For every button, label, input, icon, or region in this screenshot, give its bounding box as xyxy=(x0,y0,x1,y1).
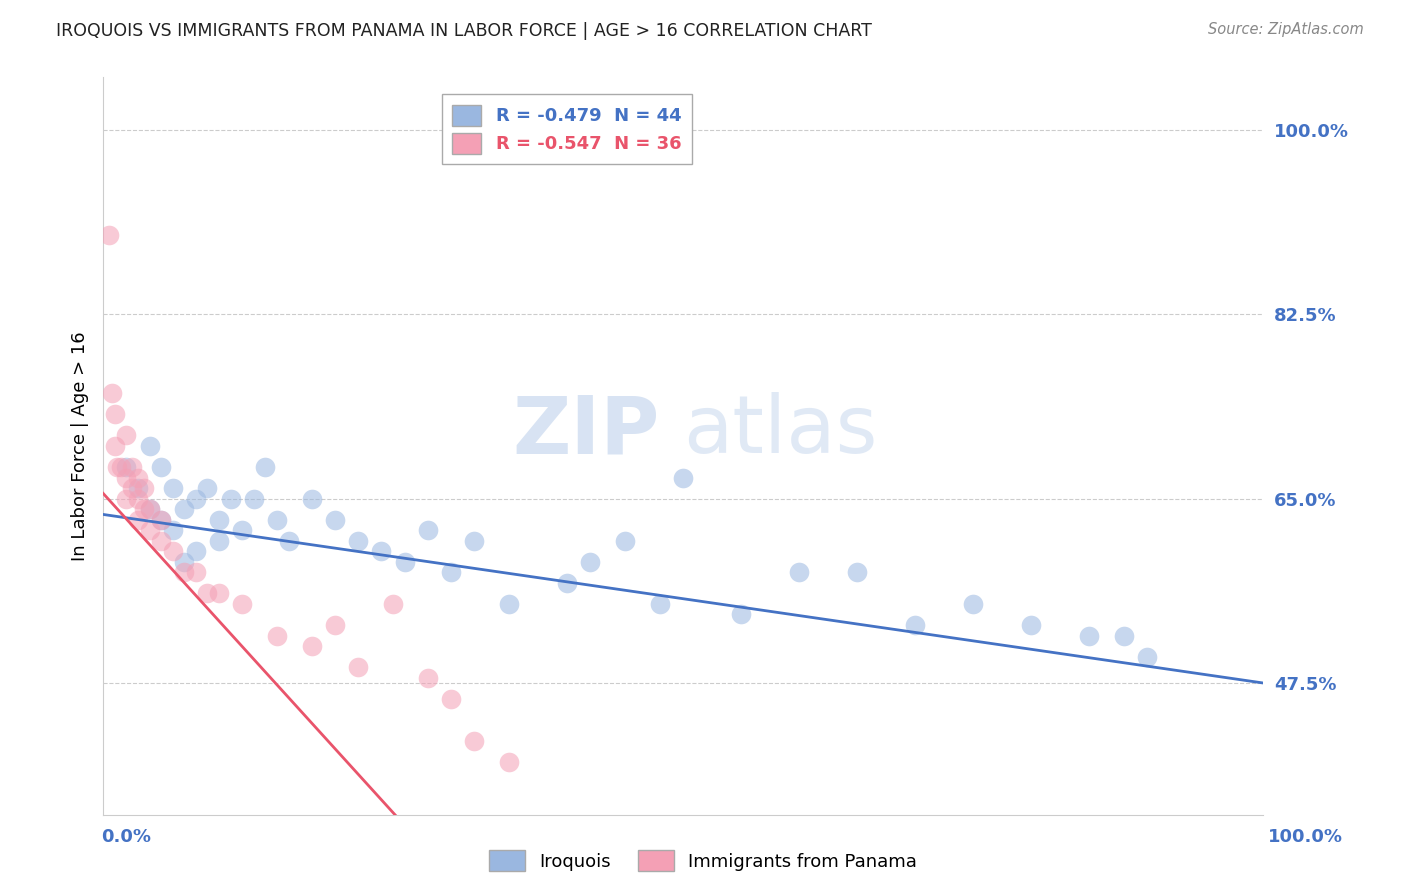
Point xyxy=(121,460,143,475)
Point xyxy=(301,491,323,506)
Point xyxy=(184,566,207,580)
Point xyxy=(370,544,392,558)
Point xyxy=(266,628,288,642)
Point xyxy=(266,513,288,527)
Point xyxy=(231,523,253,537)
Point xyxy=(184,544,207,558)
Text: Source: ZipAtlas.com: Source: ZipAtlas.com xyxy=(1208,22,1364,37)
Point xyxy=(648,597,671,611)
Point xyxy=(105,460,128,475)
Point xyxy=(208,533,231,548)
Point xyxy=(277,533,299,548)
Point xyxy=(184,491,207,506)
Point xyxy=(132,481,155,495)
Point xyxy=(162,523,184,537)
Point xyxy=(1019,618,1042,632)
Point xyxy=(243,491,266,506)
Point xyxy=(323,513,346,527)
Point xyxy=(104,408,127,422)
Point xyxy=(613,533,636,548)
Point xyxy=(173,502,195,516)
Text: atlas: atlas xyxy=(683,392,877,470)
Point xyxy=(463,533,485,548)
Point xyxy=(150,513,173,527)
Point xyxy=(138,523,160,537)
Point xyxy=(498,755,520,769)
Point xyxy=(162,544,184,558)
Point xyxy=(440,691,463,706)
Point xyxy=(197,586,219,600)
Text: 0.0%: 0.0% xyxy=(101,828,152,846)
Point xyxy=(904,618,927,632)
Point xyxy=(962,597,984,611)
Point xyxy=(440,566,463,580)
Point xyxy=(132,502,155,516)
Text: ZIP: ZIP xyxy=(512,392,659,470)
Point xyxy=(347,533,370,548)
Point xyxy=(254,460,277,475)
Point xyxy=(231,597,253,611)
Point xyxy=(150,460,173,475)
Point xyxy=(1136,649,1159,664)
Point xyxy=(730,607,752,622)
Point xyxy=(323,618,346,632)
Point xyxy=(138,502,160,516)
Point xyxy=(121,481,143,495)
Point xyxy=(115,470,138,484)
Point xyxy=(127,481,149,495)
Point xyxy=(382,597,405,611)
Point xyxy=(208,586,231,600)
Point xyxy=(498,597,520,611)
Point xyxy=(463,734,485,748)
Point xyxy=(555,575,578,590)
Point xyxy=(301,639,323,653)
Point xyxy=(127,513,149,527)
Point xyxy=(138,502,160,516)
Point xyxy=(162,481,184,495)
Point xyxy=(110,460,132,475)
Point xyxy=(219,491,242,506)
Point xyxy=(150,533,173,548)
Point xyxy=(115,491,138,506)
Point xyxy=(138,439,160,453)
Point xyxy=(1112,628,1135,642)
Point xyxy=(197,481,219,495)
Point xyxy=(115,428,138,442)
Point xyxy=(173,555,195,569)
Point xyxy=(416,671,439,685)
Point xyxy=(127,491,149,506)
Text: IROQUOIS VS IMMIGRANTS FROM PANAMA IN LABOR FORCE | AGE > 16 CORRELATION CHART: IROQUOIS VS IMMIGRANTS FROM PANAMA IN LA… xyxy=(56,22,872,40)
Point xyxy=(579,555,602,569)
Point xyxy=(347,660,370,674)
Point xyxy=(150,513,173,527)
Point xyxy=(672,470,695,484)
Legend: Iroquois, Immigrants from Panama: Iroquois, Immigrants from Panama xyxy=(481,843,925,879)
Text: 100.0%: 100.0% xyxy=(1268,828,1343,846)
Point xyxy=(127,470,149,484)
Point xyxy=(173,566,195,580)
Point xyxy=(101,386,124,401)
Point xyxy=(394,555,416,569)
Point xyxy=(97,228,120,243)
Point xyxy=(208,513,231,527)
Point xyxy=(845,566,868,580)
Point xyxy=(115,460,138,475)
Legend: R = -0.479  N = 44, R = -0.547  N = 36: R = -0.479 N = 44, R = -0.547 N = 36 xyxy=(441,94,692,164)
Point xyxy=(787,566,810,580)
Y-axis label: In Labor Force | Age > 16: In Labor Force | Age > 16 xyxy=(72,331,89,561)
Point xyxy=(416,523,439,537)
Point xyxy=(104,439,127,453)
Point xyxy=(1077,628,1099,642)
